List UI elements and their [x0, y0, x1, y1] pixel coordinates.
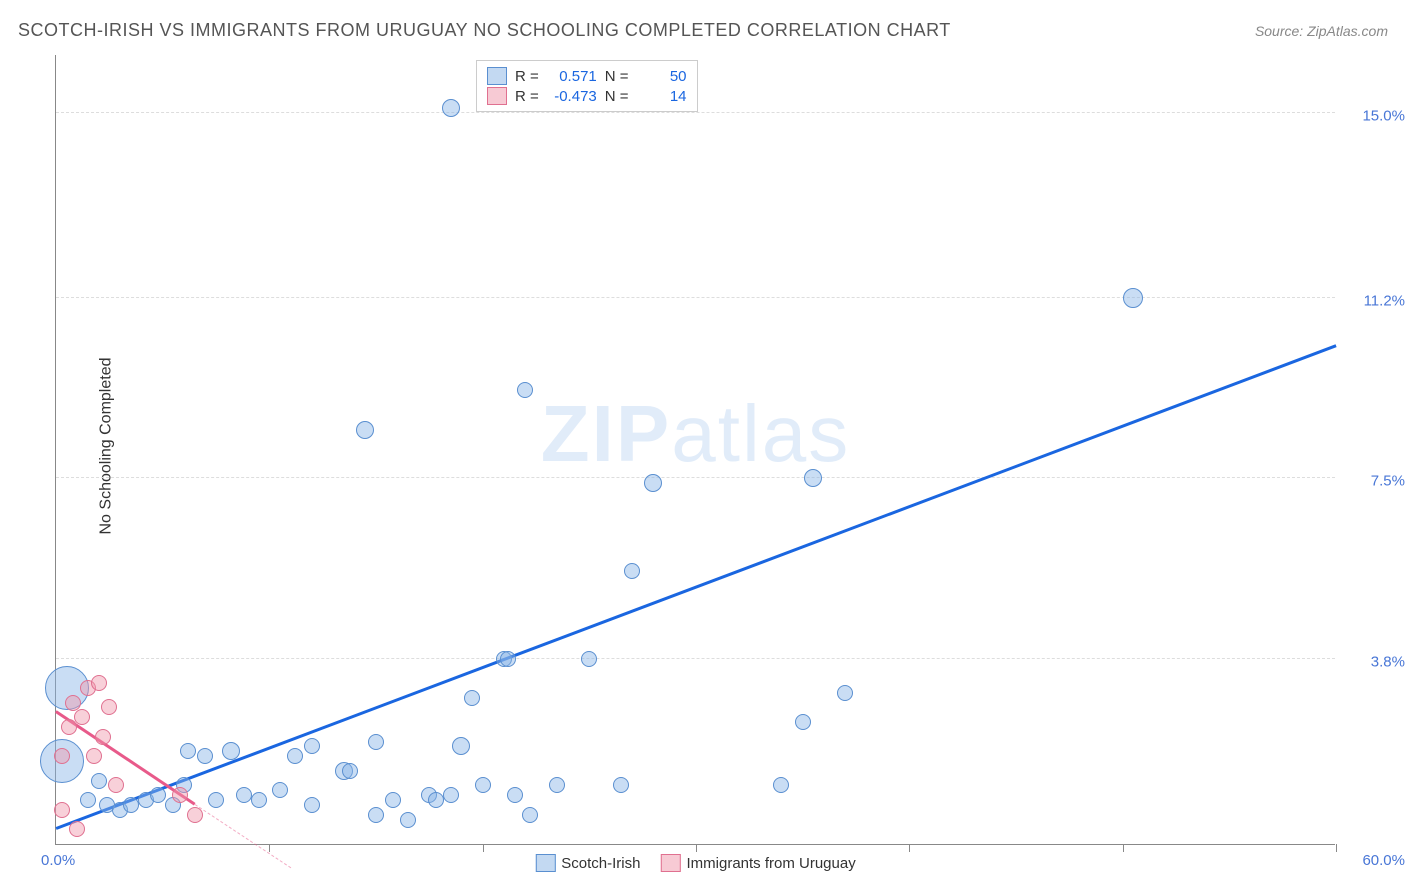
gridline [56, 658, 1335, 659]
data-point [180, 743, 196, 759]
stats-row-pink: R = -0.473 N = 14 [487, 87, 687, 105]
plot-area: ZIPatlas R = 0.571 N = 50 R = -0.473 N =… [55, 55, 1335, 845]
data-point [222, 742, 240, 760]
watermark: ZIPatlas [541, 388, 850, 480]
r-label: R = [515, 68, 539, 85]
chart-header: SCOTCH-IRISH VS IMMIGRANTS FROM URUGUAY … [18, 20, 1388, 41]
data-point [80, 792, 96, 808]
ytick-label: 7.5% [1371, 473, 1405, 490]
ytick-label: 15.0% [1362, 107, 1405, 124]
data-point [442, 99, 460, 117]
data-point [795, 714, 811, 730]
gridline [56, 477, 1335, 478]
data-point [443, 787, 459, 803]
data-point [65, 695, 81, 711]
data-point [452, 737, 470, 755]
series-legend: Scotch-Irish Immigrants from Uruguay [535, 854, 855, 872]
xtick [696, 844, 697, 852]
data-point [54, 802, 70, 818]
data-point [95, 729, 111, 745]
xtick [1123, 844, 1124, 852]
data-point [208, 792, 224, 808]
data-point [123, 797, 139, 813]
data-point [108, 777, 124, 793]
ytick-label: 11.2% [1364, 292, 1405, 309]
data-point [187, 807, 203, 823]
data-point [69, 821, 85, 837]
r-label-2: R = [515, 88, 539, 105]
data-point [368, 734, 384, 750]
n-value-blue: 50 [637, 68, 687, 85]
x-origin-label: 0.0% [41, 852, 75, 869]
data-point [74, 709, 90, 725]
data-point [150, 787, 166, 803]
swatch-pink-icon [487, 87, 507, 105]
chart-source: Source: ZipAtlas.com [1255, 23, 1388, 39]
legend-swatch-blue-icon [535, 854, 555, 872]
data-point [86, 748, 102, 764]
data-point [773, 777, 789, 793]
chart-title: SCOTCH-IRISH VS IMMIGRANTS FROM URUGUAY … [18, 20, 951, 41]
stats-row-blue: R = 0.571 N = 50 [487, 67, 687, 85]
data-point [172, 787, 188, 803]
data-point [644, 474, 662, 492]
data-point [517, 382, 533, 398]
watermark-bold: ZIP [541, 389, 671, 478]
data-point [581, 651, 597, 667]
xtick [1336, 844, 1337, 852]
data-point [613, 777, 629, 793]
n-value-pink: 14 [637, 88, 687, 105]
data-point [368, 807, 384, 823]
data-point [54, 748, 70, 764]
data-point [385, 792, 401, 808]
data-point [304, 797, 320, 813]
data-point [400, 812, 416, 828]
data-point [197, 748, 213, 764]
r-value-pink: -0.473 [547, 88, 597, 105]
data-point [549, 777, 565, 793]
data-point [101, 699, 117, 715]
data-point [475, 777, 491, 793]
xtick [483, 844, 484, 852]
data-point [1123, 288, 1143, 308]
data-point [304, 738, 320, 754]
swatch-blue-icon [487, 67, 507, 85]
trend-line [194, 804, 291, 868]
data-point [428, 792, 444, 808]
data-point [624, 563, 640, 579]
ytick-label: 3.8% [1371, 653, 1405, 670]
trend-line [56, 344, 1337, 829]
data-point [91, 675, 107, 691]
data-point [464, 690, 480, 706]
data-point [522, 807, 538, 823]
data-point [804, 469, 822, 487]
r-value-blue: 0.571 [547, 68, 597, 85]
legend-label-pink: Immigrants from Uruguay [686, 855, 855, 872]
data-point [500, 651, 516, 667]
data-point [342, 763, 358, 779]
correlation-stats-box: R = 0.571 N = 50 R = -0.473 N = 14 [476, 60, 698, 112]
n-label: N = [605, 68, 629, 85]
xtick [909, 844, 910, 852]
data-point [251, 792, 267, 808]
watermark-rest: atlas [671, 389, 850, 478]
legend-item-blue: Scotch-Irish [535, 854, 640, 872]
data-point [287, 748, 303, 764]
data-point [356, 421, 374, 439]
data-point [272, 782, 288, 798]
n-label-2: N = [605, 88, 629, 105]
legend-swatch-pink-icon [660, 854, 680, 872]
x-max-label: 60.0% [1362, 852, 1405, 869]
data-point [91, 773, 107, 789]
xtick [269, 844, 270, 852]
gridline [56, 112, 1335, 113]
legend-item-pink: Immigrants from Uruguay [660, 854, 855, 872]
legend-label-blue: Scotch-Irish [561, 855, 640, 872]
data-point [837, 685, 853, 701]
data-point [236, 787, 252, 803]
data-point [507, 787, 523, 803]
